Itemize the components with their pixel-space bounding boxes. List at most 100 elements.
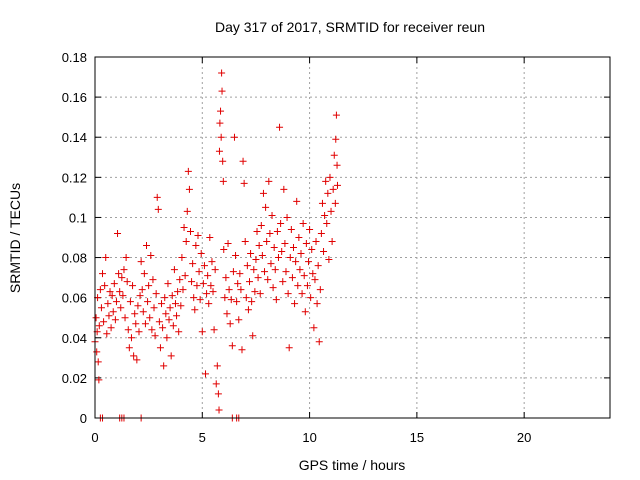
plot-frame — [94, 56, 611, 419]
data-point — [288, 274, 296, 282]
data-point — [249, 332, 257, 340]
data-point — [247, 250, 255, 258]
data-point — [176, 276, 184, 284]
x-tick-label: 0 — [91, 430, 98, 445]
data-point — [226, 320, 234, 328]
data-point — [155, 318, 163, 326]
data-point — [294, 282, 302, 290]
data-point — [320, 248, 328, 256]
data-point — [259, 189, 267, 197]
data-point — [218, 69, 226, 77]
data-point — [146, 314, 154, 322]
data-point — [296, 266, 304, 274]
point-layer — [91, 69, 341, 422]
data-point — [216, 119, 224, 127]
data-point — [222, 274, 230, 282]
data-point — [277, 219, 285, 227]
data-point — [237, 286, 245, 294]
x-tick-label: 5 — [199, 430, 206, 445]
data-point — [300, 272, 308, 280]
data-point — [192, 242, 200, 250]
data-point — [256, 290, 264, 298]
data-point — [175, 328, 183, 336]
data-point — [293, 197, 301, 205]
data-point — [221, 294, 229, 302]
data-point — [240, 179, 248, 187]
data-point — [182, 238, 190, 246]
data-point — [153, 193, 161, 201]
data-point — [298, 290, 306, 298]
data-point — [273, 227, 281, 235]
data-point — [227, 296, 235, 304]
data-point — [274, 254, 282, 262]
data-point — [258, 252, 266, 260]
data-point — [325, 256, 333, 264]
data-point — [270, 244, 278, 252]
data-point — [241, 238, 249, 246]
data-point — [183, 207, 191, 215]
data-point — [97, 304, 105, 312]
data-point — [156, 344, 164, 352]
data-point — [167, 352, 175, 360]
data-point — [244, 306, 252, 314]
data-point — [202, 370, 210, 378]
data-point — [94, 358, 102, 366]
data-point — [141, 320, 149, 328]
data-point — [243, 262, 251, 270]
data-point — [265, 177, 273, 185]
data-point — [333, 161, 341, 169]
data-point — [236, 270, 244, 278]
data-point — [152, 290, 160, 298]
data-point — [134, 302, 142, 310]
tick-layer: 0 0.02 0.04 0.06 0.08 0.1 0.12 0.14 0.16 0.18 0 5 10… — [62, 50, 610, 445]
data-point — [174, 288, 182, 296]
data-point — [238, 346, 246, 354]
data-point — [123, 278, 131, 286]
data-point — [257, 221, 265, 229]
data-point — [107, 324, 115, 332]
data-point — [287, 225, 295, 233]
data-point — [269, 284, 277, 292]
data-point — [198, 328, 206, 336]
data-point — [208, 258, 216, 266]
data-point — [120, 266, 128, 274]
data-point — [252, 256, 260, 264]
data-point — [165, 316, 173, 324]
data-point — [186, 227, 194, 235]
data-point — [199, 280, 207, 288]
data-point — [246, 278, 253, 286]
data-point — [322, 177, 330, 185]
data-point — [291, 300, 299, 308]
data-point — [106, 288, 114, 296]
data-point — [116, 288, 124, 296]
data-point — [262, 203, 270, 211]
data-point — [327, 207, 335, 215]
y-tick-label: 0.06 — [62, 291, 87, 306]
data-point — [292, 258, 300, 266]
data-point — [311, 276, 319, 284]
data-point — [111, 316, 119, 324]
data-point — [230, 133, 238, 141]
data-point — [149, 276, 157, 284]
data-point — [213, 362, 221, 370]
data-point — [162, 310, 170, 318]
data-point — [96, 286, 104, 294]
data-point — [278, 248, 286, 256]
data-point — [103, 330, 111, 338]
data-point — [95, 322, 103, 330]
y-tick-label: 0 — [80, 411, 87, 426]
data-point — [121, 314, 129, 322]
data-point — [99, 270, 107, 278]
data-point — [266, 229, 274, 237]
data-point — [215, 406, 223, 414]
data-point — [248, 298, 256, 306]
data-point — [138, 286, 146, 294]
data-point — [314, 262, 322, 270]
data-point — [328, 238, 336, 246]
data-point — [303, 282, 311, 290]
y-axis-label: SRMTID / TECUs — [7, 183, 23, 293]
data-point — [212, 380, 220, 388]
data-point — [332, 111, 340, 119]
data-point — [255, 242, 263, 250]
